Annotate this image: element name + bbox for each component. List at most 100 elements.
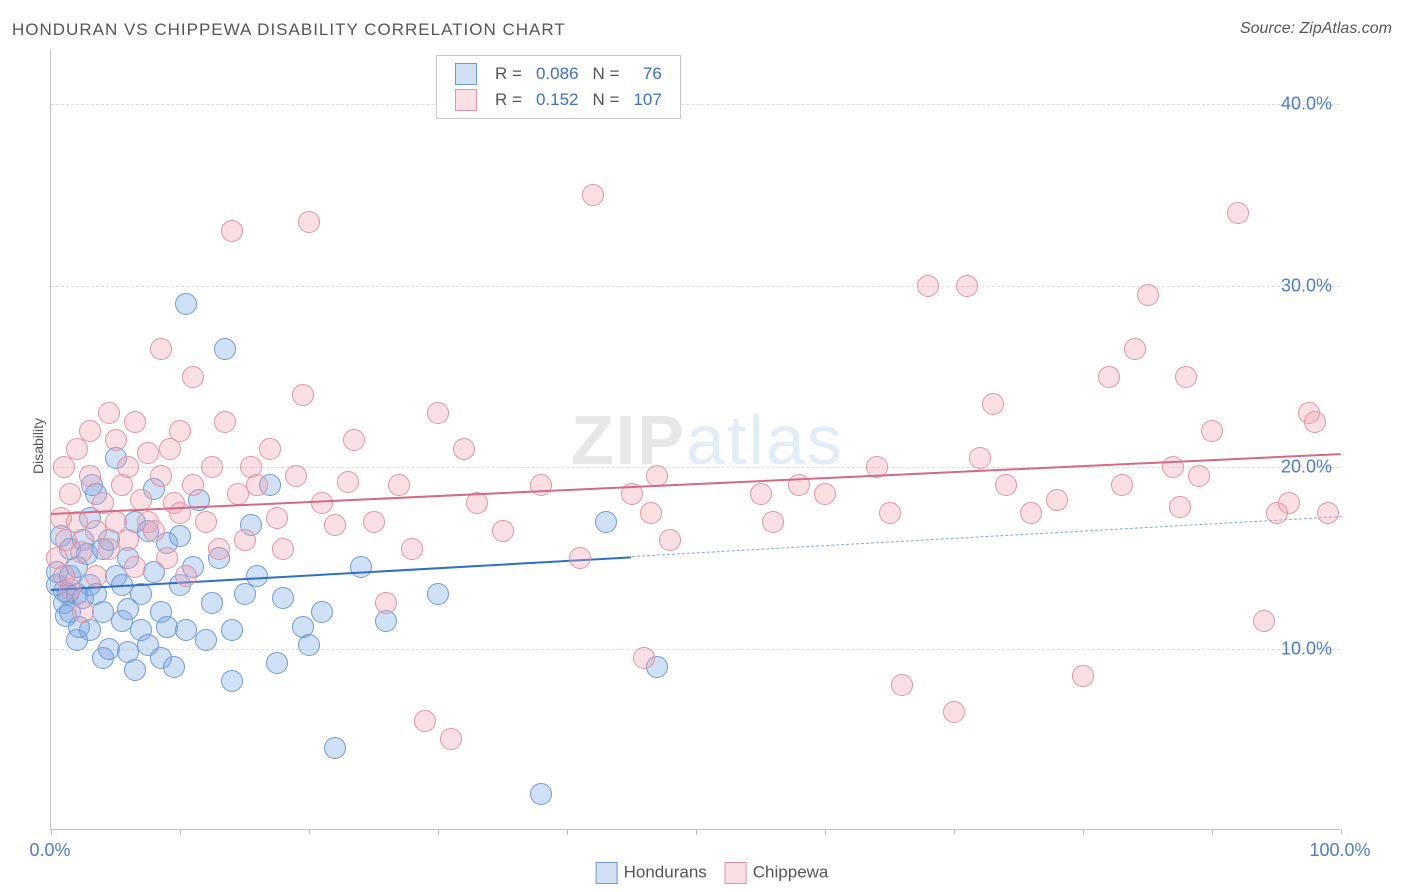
source-label: Source: ZipAtlas.com <box>1240 20 1392 38</box>
marker-chippewa <box>311 492 333 514</box>
x-tick <box>180 829 181 835</box>
marker-chippewa <box>633 647 655 669</box>
marker-chippewa <box>246 474 268 496</box>
marker-chippewa <box>124 556 146 578</box>
marker-hondurans <box>350 556 372 578</box>
marker-chippewa <box>891 674 913 696</box>
marker-chippewa <box>375 592 397 614</box>
x-tick <box>1341 829 1342 835</box>
marker-chippewa <box>272 538 294 560</box>
x-tick <box>954 829 955 835</box>
marker-hondurans <box>530 783 552 805</box>
marker-chippewa <box>1175 366 1197 388</box>
marker-chippewa <box>1124 338 1146 360</box>
marker-hondurans <box>130 583 152 605</box>
marker-chippewa <box>1227 202 1249 224</box>
marker-hondurans <box>163 656 185 678</box>
marker-chippewa <box>1111 474 1133 496</box>
marker-chippewa <box>1253 610 1275 632</box>
marker-chippewa <box>814 483 836 505</box>
chart-title: HONDURAN VS CHIPPEWA DISABILITY CORRELAT… <box>12 20 566 40</box>
marker-chippewa <box>182 366 204 388</box>
x-tick <box>567 829 568 835</box>
gridline <box>51 649 1340 650</box>
legend-label: Chippewa <box>753 862 829 881</box>
marker-chippewa <box>59 483 81 505</box>
marker-chippewa <box>182 474 204 496</box>
marker-chippewa <box>117 529 139 551</box>
marker-hondurans <box>201 592 223 614</box>
marker-chippewa <box>640 502 662 524</box>
marker-chippewa <box>427 402 449 424</box>
marker-chippewa <box>156 547 178 569</box>
legend-swatch <box>596 862 618 884</box>
marker-chippewa <box>221 220 243 242</box>
marker-chippewa <box>79 465 101 487</box>
marker-chippewa <box>388 474 410 496</box>
y-tick-label: 30.0% <box>1281 275 1332 296</box>
marker-chippewa <box>943 701 965 723</box>
marker-chippewa <box>1098 366 1120 388</box>
marker-chippewa <box>582 184 604 206</box>
marker-chippewa <box>259 438 281 460</box>
marker-chippewa <box>214 411 236 433</box>
marker-chippewa <box>66 438 88 460</box>
marker-chippewa <box>150 465 172 487</box>
marker-chippewa <box>292 384 314 406</box>
marker-chippewa <box>59 578 81 600</box>
marker-chippewa <box>70 541 92 563</box>
x-tick <box>438 829 439 835</box>
marker-chippewa <box>1020 502 1042 524</box>
marker-hondurans <box>266 652 288 674</box>
marker-chippewa <box>143 520 165 542</box>
marker-chippewa <box>363 511 385 533</box>
marker-chippewa <box>98 402 120 424</box>
marker-chippewa <box>53 456 75 478</box>
x-tick-label: 100.0% <box>1309 840 1370 861</box>
marker-chippewa <box>569 547 591 569</box>
x-tick <box>309 829 310 835</box>
marker-chippewa <box>969 447 991 469</box>
marker-hondurans <box>169 525 191 547</box>
legend-swatch <box>725 862 747 884</box>
marker-chippewa <box>1304 411 1326 433</box>
marker-chippewa <box>414 710 436 732</box>
marker-chippewa <box>343 429 365 451</box>
marker-chippewa <box>285 465 307 487</box>
marker-chippewa <box>879 502 901 524</box>
marker-chippewa <box>1278 492 1300 514</box>
marker-chippewa <box>1046 489 1068 511</box>
marker-chippewa <box>175 565 197 587</box>
marker-hondurans <box>214 338 236 360</box>
trend-line <box>631 516 1341 557</box>
marker-hondurans <box>311 601 333 623</box>
marker-chippewa <box>750 483 772 505</box>
marker-chippewa <box>266 507 288 529</box>
marker-chippewa <box>1201 420 1223 442</box>
y-tick-label: 40.0% <box>1281 94 1332 115</box>
marker-chippewa <box>195 511 217 533</box>
marker-hondurans <box>595 511 617 533</box>
marker-chippewa <box>1072 665 1094 687</box>
marker-hondurans <box>175 293 197 315</box>
legend-correlation-box: R =0.086N =76R =0.152N =107 <box>436 55 681 119</box>
marker-chippewa <box>137 442 159 464</box>
marker-chippewa <box>440 728 462 750</box>
marker-hondurans <box>234 583 256 605</box>
marker-chippewa <box>105 429 127 451</box>
marker-chippewa <box>169 502 191 524</box>
marker-hondurans <box>298 634 320 656</box>
x-tick <box>1083 829 1084 835</box>
marker-chippewa <box>956 275 978 297</box>
marker-chippewa <box>117 456 139 478</box>
marker-chippewa <box>659 529 681 551</box>
legend-label: Hondurans <box>624 862 707 881</box>
marker-chippewa <box>79 420 101 442</box>
gridline <box>51 104 1340 105</box>
marker-chippewa <box>124 411 146 433</box>
x-tick <box>825 829 826 835</box>
marker-chippewa <box>324 514 346 536</box>
marker-chippewa <box>762 511 784 533</box>
marker-chippewa <box>150 338 172 360</box>
marker-chippewa <box>1188 465 1210 487</box>
